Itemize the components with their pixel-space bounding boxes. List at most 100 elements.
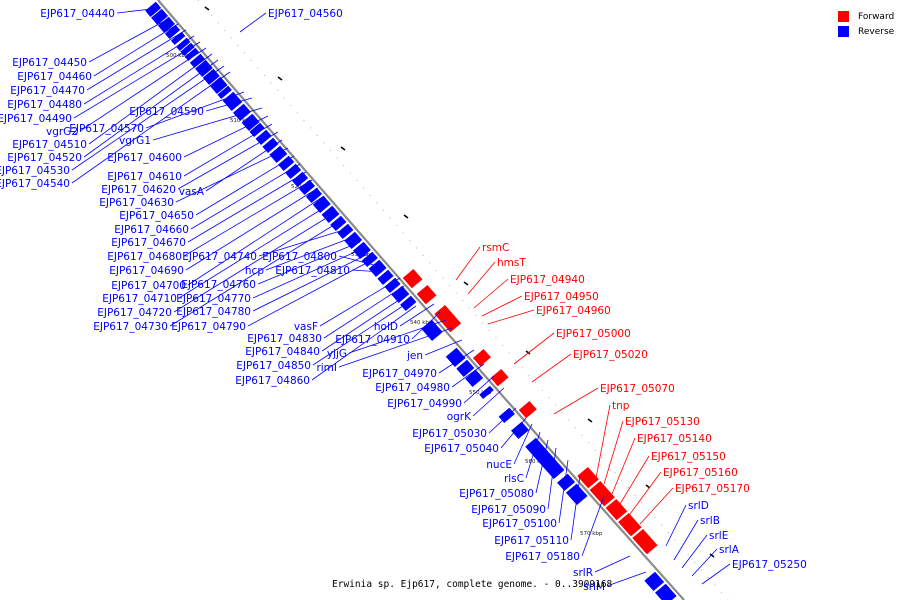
reverse-gene-leader-srlm bbox=[606, 571, 647, 587]
reverse-gene-label-vasa: vasA bbox=[179, 186, 205, 198]
forward-gene-leader-ejp617-05020 bbox=[531, 353, 572, 383]
genome-backbone bbox=[157, 0, 685, 600]
reverse-gene-leader-rlsc bbox=[525, 431, 541, 479]
reverse-gene-label-ejp617-04990: EJP617_04990 bbox=[387, 398, 462, 410]
reverse-gene-label-hold: holD bbox=[374, 321, 398, 333]
reverse-gene-leader-ejp617-04700 bbox=[187, 195, 325, 286]
reverse-gene-label-ejp617-04670: EJP617_04670 bbox=[111, 237, 186, 249]
forward-gene-block-10 bbox=[632, 528, 658, 555]
reverse-gene-block-16 bbox=[249, 122, 265, 138]
reverse-gene-block-22 bbox=[291, 171, 309, 188]
reverse-gene-label-ejp617-04470: EJP617_04470 bbox=[10, 85, 85, 97]
reverse-gene-block-43 bbox=[510, 421, 530, 440]
reverse-gene-label-ejp617-05180: EJP617_05180 bbox=[505, 551, 580, 563]
reverse-gene-leader-ejp617-04860 bbox=[311, 305, 417, 381]
reverse-gene-label-ejp617-04850: EJP617_04850 bbox=[236, 360, 311, 372]
reverse-gene-label-vasf: vasF bbox=[294, 321, 318, 333]
reverse-swatch bbox=[838, 26, 849, 37]
reverse-gene-label-ejp617-04770: EJP617_04770 bbox=[176, 293, 251, 305]
forward-gene-block-6 bbox=[577, 466, 599, 489]
legend-forward-label: Forward bbox=[858, 11, 895, 22]
reverse-gene-leader-ejp617-04650 bbox=[195, 155, 295, 216]
reverse-gene-leader-ejp617-04450 bbox=[88, 17, 171, 63]
forward-gene-block-5 bbox=[518, 400, 537, 419]
ruler-tick-5 bbox=[525, 350, 531, 355]
reverse-gene-label-vgrg2: vgrG2 bbox=[46, 126, 78, 138]
forward-gene-leader-ejp617-05150 bbox=[619, 455, 650, 505]
reverse-gene-label-ejp617-04590: EJP617_04590 bbox=[129, 106, 204, 118]
reverse-gene-label-ejp617-04740: EJP617_04740 bbox=[182, 251, 257, 263]
reverse-gene-label-ejp617-04510: EJP617_04510 bbox=[12, 139, 87, 151]
reverse-gene-leader-ejp617-04470 bbox=[86, 29, 187, 91]
reverse-gene-leader-ejp617-04570 bbox=[145, 91, 245, 129]
reverse-gene-label-ejp617-04530: EJP617_04530 bbox=[0, 165, 70, 177]
reverse-gene-block-47 bbox=[644, 571, 665, 592]
reverse-gene-leader-ejp617-04620 bbox=[177, 131, 279, 190]
forward-gene-block-0 bbox=[402, 268, 423, 289]
forward-gene-block-4 bbox=[490, 368, 509, 387]
reverse-gene-block-35 bbox=[391, 285, 410, 304]
reverse-gene-label-ejp617-04650: EJP617_04650 bbox=[119, 210, 194, 222]
reverse-gene-label-ejp617-04800: EJP617_04800 bbox=[262, 251, 337, 263]
reverse-gene-block-48 bbox=[654, 583, 677, 600]
reverse-gene-leader-ejp617-05030 bbox=[488, 407, 517, 434]
reverse-gene-label-ejp617-04600: EJP617_04600 bbox=[107, 152, 182, 164]
reverse-gene-leader-ejp617-04520 bbox=[83, 59, 219, 158]
legend-reverse: Reverse bbox=[838, 24, 894, 39]
reverse-gene-leader-ogrk bbox=[472, 387, 505, 417]
forward-gene-label-tnp: tnp bbox=[612, 400, 630, 412]
reverse-gene-leader-ejp617-04740 bbox=[258, 227, 351, 257]
reverse-gene-label-ejp617-04780: EJP617_04780 bbox=[176, 306, 251, 318]
forward-gene-leader-ejp617-04950 bbox=[481, 295, 523, 317]
forward-gene-leader-ejp617-05000 bbox=[513, 332, 555, 365]
forward-gene-label-ejp617-05160: EJP617_05160 bbox=[663, 467, 738, 479]
reverse-gene-leader-ejp617-04720 bbox=[173, 211, 337, 313]
reverse-gene-block-12 bbox=[217, 85, 232, 100]
scale-label-5: 550 kbp bbox=[469, 390, 492, 396]
reverse-gene-label-ejp617-05040: EJP617_05040 bbox=[424, 443, 499, 455]
ruler-tick-4 bbox=[463, 281, 469, 286]
reverse-gene-label-ejp617-04730: EJP617_04730 bbox=[93, 321, 168, 333]
reverse-gene-leader-ejp617-04830 bbox=[323, 285, 405, 339]
reverse-gene-block-24 bbox=[305, 187, 323, 204]
ruler-tick-0 bbox=[204, 6, 210, 11]
reverse-gene-leader-srle bbox=[681, 534, 708, 569]
gene-features bbox=[145, 1, 677, 600]
reverse-gene-block-27 bbox=[330, 215, 347, 232]
reverse-gene-block-41 bbox=[479, 385, 494, 400]
legend-forward: Forward bbox=[838, 9, 894, 24]
reverse-gene-leader-ejp617-05080 bbox=[535, 439, 549, 494]
reverse-gene-label-ejp617-04540: EJP617_04540 bbox=[0, 178, 70, 190]
reverse-gene-label-ejp617-04450: EJP617_04450 bbox=[12, 57, 87, 69]
reverse-gene-label-ejp617-04610: EJP617_04610 bbox=[107, 171, 182, 183]
reverse-gene-leader-srld bbox=[665, 504, 687, 547]
reverse-gene-label-ejp617-04570: EJP617_04570 bbox=[69, 123, 144, 135]
reverse-gene-leader-ejp617-04770 bbox=[252, 247, 365, 299]
reverse-gene-leader-vgrg2 bbox=[79, 47, 207, 132]
reverse-gene-label-jen: jen bbox=[406, 350, 423, 362]
reverse-gene-leader-hcp bbox=[265, 235, 357, 271]
ruler-tick-1 bbox=[277, 76, 283, 81]
reverse-gene-block-36 bbox=[400, 295, 417, 312]
forward-gene-block-8 bbox=[605, 498, 628, 521]
ruler-tick-6 bbox=[587, 418, 593, 423]
reverse-gene-leader-ejp617-05250 bbox=[701, 563, 731, 585]
reverse-gene-label-ejp617-04440: EJP617_04440 bbox=[40, 8, 115, 20]
reverse-gene-leader-ejp617-04990 bbox=[463, 375, 495, 404]
reverse-gene-block-34 bbox=[384, 277, 401, 294]
reverse-gene-label-ejp617-04620: EJP617_04620 bbox=[101, 184, 176, 196]
reverse-gene-leader-ejp617-04440 bbox=[116, 7, 161, 14]
reverse-gene-leader-ejp617-04970 bbox=[438, 349, 475, 374]
scale-label-1: 510 kbp bbox=[230, 118, 253, 124]
reverse-gene-label-ejp617-05030: EJP617_05030 bbox=[412, 428, 487, 440]
reverse-gene-block-42 bbox=[498, 407, 515, 424]
reverse-gene-label-yjjg: yjjG bbox=[327, 348, 347, 360]
reverse-gene-label-nuce: nucE bbox=[486, 459, 512, 471]
reverse-gene-block-29 bbox=[344, 231, 363, 250]
reverse-gene-label-ejp617-04860: EJP617_04860 bbox=[235, 375, 310, 387]
reverse-gene-block-4 bbox=[170, 31, 186, 46]
reverse-gene-label-ogrk: ogrK bbox=[447, 411, 472, 423]
reverse-gene-leader-srlb bbox=[673, 519, 699, 561]
forward-gene-label-ejp617-05020: EJP617_05020 bbox=[573, 349, 648, 361]
